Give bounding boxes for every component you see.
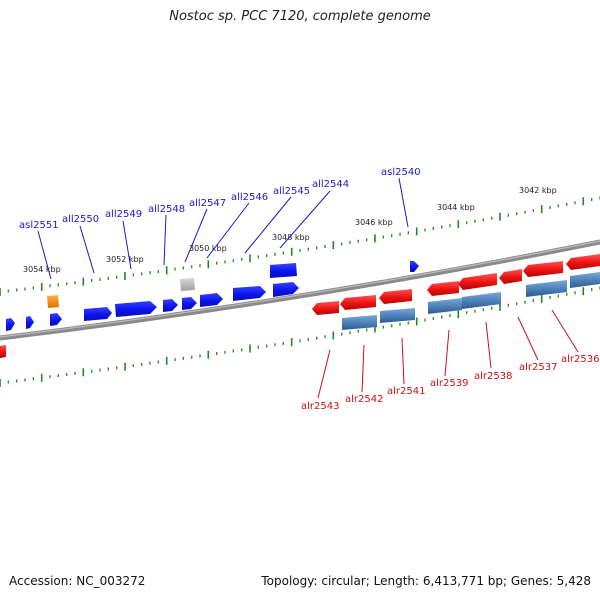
forward-genes (6, 261, 419, 331)
leader-line (401, 337, 405, 385)
kbp-label: 3048 kbp (272, 233, 310, 242)
kbp-label: 3052 kbp (106, 255, 144, 264)
kbp-label: 3050 kbp (189, 244, 227, 253)
gene-forward[interactable] (273, 282, 299, 297)
accession-text: Accession: NC_003272 (9, 574, 146, 588)
coordinate-ticks-upper (0, 196, 600, 296)
gene-forward[interactable] (182, 297, 197, 310)
leader-line (279, 190, 331, 249)
gene-forward[interactable] (6, 318, 15, 331)
kbp-label: 3054 kbp (23, 265, 61, 274)
forward-labels: asl2551 all2550 all2549 all2548 all2547 … (19, 167, 421, 231)
gene-label-forward[interactable]: all2550 (62, 214, 99, 225)
genome-backbone-highlight (0, 240, 600, 338)
gene-forward[interactable] (410, 261, 419, 272)
leader-line (485, 321, 492, 369)
gene-forward[interactable] (163, 299, 178, 312)
leader-line (244, 196, 292, 254)
gene-reverse-secondary[interactable] (380, 308, 415, 323)
genome-backbone (0, 239, 600, 341)
gene-reverse[interactable] (523, 261, 563, 277)
gene-label-forward[interactable]: all2548 (148, 204, 185, 215)
gene-forward[interactable] (200, 293, 223, 307)
kbp-label: 3046 kbp (355, 218, 393, 227)
gene-reverse[interactable] (458, 273, 497, 290)
reverse-genes (0, 254, 600, 358)
gene-reverse[interactable] (312, 301, 339, 315)
gene-pseudo[interactable] (180, 278, 195, 291)
coordinate-ticks-lower (0, 286, 600, 387)
gene-label-forward[interactable]: asl2540 (381, 167, 421, 178)
gene-reverse-secondary[interactable] (462, 292, 501, 309)
leader-line (398, 177, 409, 228)
genome-summary-text: Topology: circular; Length: 6,413,771 bp… (261, 574, 591, 588)
leader-line (122, 220, 132, 270)
gene-label-forward[interactable]: all2544 (312, 179, 349, 190)
leader-line (184, 208, 208, 263)
kbp-label: 3042 kbp (519, 186, 557, 195)
gene-reverse-secondary[interactable] (570, 272, 600, 288)
leader-line (361, 344, 365, 393)
gene-label-reverse[interactable]: alr2538 (474, 371, 512, 382)
gene-label-forward[interactable]: all2546 (231, 192, 268, 203)
gene-forward[interactable] (50, 313, 62, 326)
gene-label-reverse[interactable]: alr2537 (519, 362, 557, 373)
leader-line (317, 349, 331, 399)
gene-forward[interactable] (84, 307, 112, 321)
gene-forward[interactable] (270, 263, 297, 278)
gene-label-forward[interactable]: all2547 (189, 198, 226, 209)
gene-reverse-secondary[interactable] (428, 298, 462, 314)
gene-forward[interactable] (115, 301, 157, 317)
leader-line (551, 309, 579, 353)
reverse-label-leaders (317, 309, 579, 399)
leader-line (517, 316, 539, 361)
gene-reverse[interactable] (427, 281, 459, 296)
gene-label-forward[interactable]: all2549 (105, 209, 142, 220)
gene-label-reverse[interactable]: alr2536 (561, 354, 599, 365)
forward-label-leaders (37, 177, 409, 280)
gene-reverse[interactable] (566, 254, 600, 270)
gene-reverse[interactable] (0, 345, 6, 358)
kbp-labels: 3054 kbp 3052 kbp 3050 kbp 3048 kbp 3046… (23, 186, 557, 274)
gene-forward[interactable] (233, 286, 266, 301)
gene-label-reverse[interactable]: alr2539 (430, 378, 468, 389)
gene-reverse-secondary[interactable] (526, 280, 567, 297)
gene-label-reverse[interactable]: alr2541 (387, 386, 425, 397)
reverse-labels: alr2543 alr2542 alr2541 alr2539 alr2538 … (301, 354, 599, 412)
gene-label-forward[interactable]: all2545 (273, 186, 310, 197)
gene-reverse[interactable] (379, 289, 412, 304)
gene-label-forward[interactable]: asl2551 (19, 220, 59, 231)
leader-line (79, 225, 95, 274)
gene-label-reverse[interactable]: alr2543 (301, 401, 339, 412)
leader-line (444, 329, 450, 377)
gene-reverse[interactable] (340, 295, 376, 310)
gene-special[interactable] (47, 295, 59, 308)
gene-label-reverse[interactable]: alr2542 (345, 394, 383, 405)
gene-forward[interactable] (26, 316, 34, 329)
gene-reverse-secondary[interactable] (342, 315, 377, 330)
kbp-label: 3044 kbp (437, 203, 475, 212)
genome-title: Nostoc sp. PCC 7120, complete genome (169, 9, 431, 24)
gene-reverse[interactable] (499, 269, 522, 284)
leader-line (163, 214, 167, 266)
leader-line (206, 202, 250, 259)
leader-line (37, 230, 52, 280)
